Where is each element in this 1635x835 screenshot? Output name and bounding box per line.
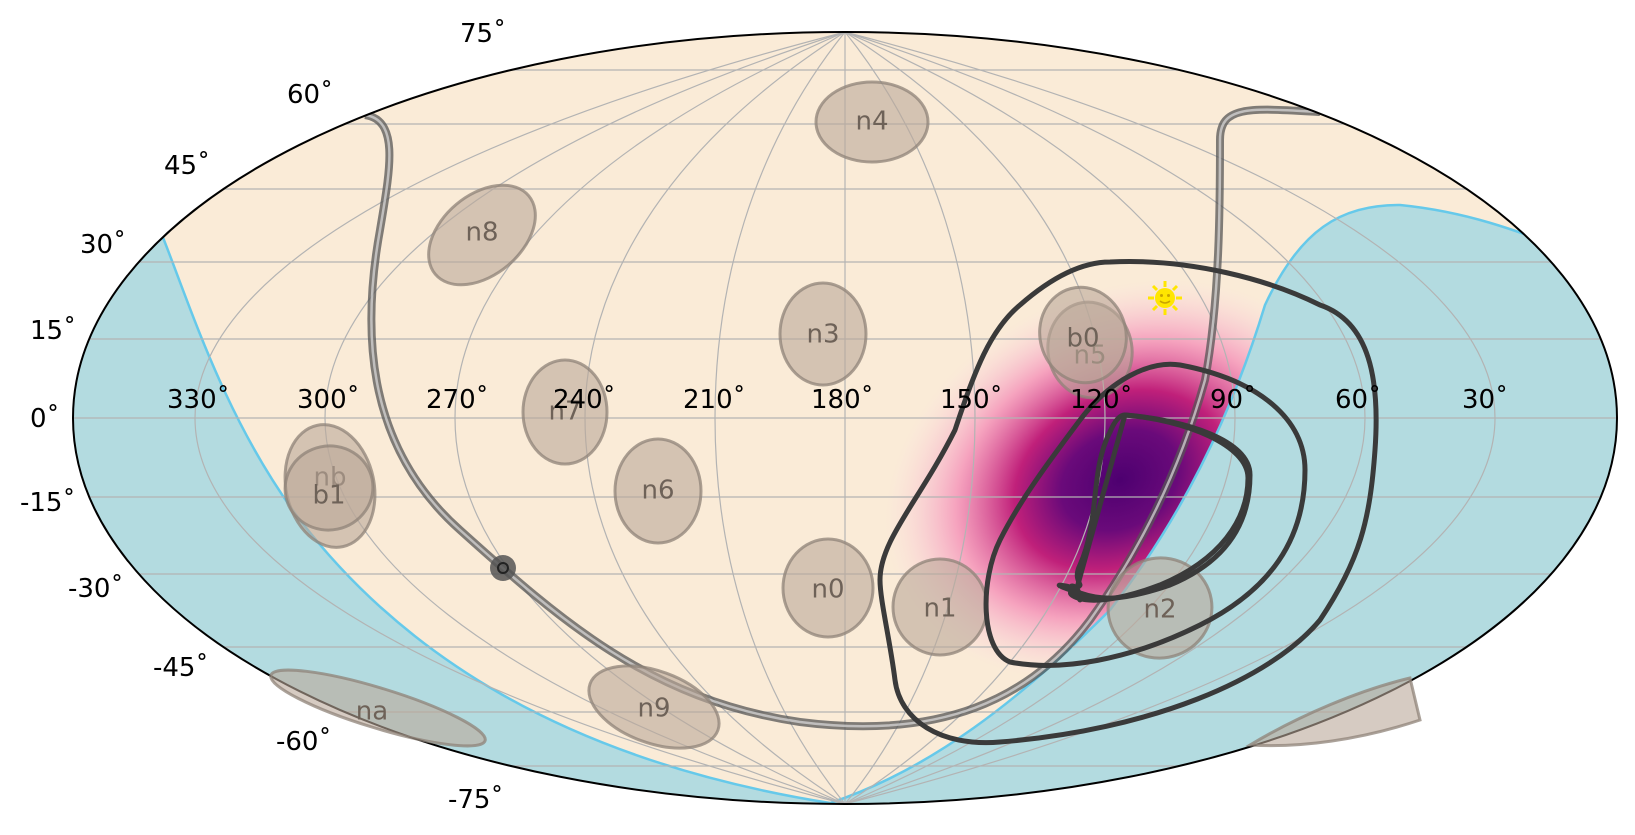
lon-label: 240˚ xyxy=(553,385,616,415)
detector-label: n4 xyxy=(855,107,888,137)
detector-label: n3 xyxy=(806,320,839,350)
detector-label: na xyxy=(356,697,388,727)
detector-n0: n0 xyxy=(781,537,875,639)
lon-label: 180˚ xyxy=(811,385,874,415)
lon-label: 90˚ xyxy=(1210,385,1256,415)
detector-n3: n3 xyxy=(778,281,868,387)
detector-na: na xyxy=(269,668,487,748)
lat-label: 30˚ xyxy=(80,230,126,260)
detector-label: n1 xyxy=(923,594,956,624)
detector-b1: b1 xyxy=(283,444,375,532)
lat-label: 45˚ xyxy=(164,151,210,181)
detector-b0: b0 xyxy=(1038,285,1128,385)
latitude-labels: 75˚ 60˚ 45˚ 30˚ 15˚ 0˚ -15˚ -30˚ -45˚ -6… xyxy=(20,19,506,815)
detector-n9: n9 xyxy=(587,664,721,750)
detector-n7: n7 xyxy=(521,358,609,466)
lon-label: 150˚ xyxy=(940,385,1003,415)
detector-label: n9 xyxy=(637,694,670,724)
lat-label: -30˚ xyxy=(68,574,123,604)
lon-label: 30˚ xyxy=(1462,385,1508,415)
longitude-labels: 330˚ 300˚ 270˚ 240˚ 210˚ 180˚ 150˚ 120˚ … xyxy=(167,385,1508,415)
galactic-center-marker xyxy=(490,555,516,581)
contour-middle xyxy=(983,361,1308,668)
detector-label: n6 xyxy=(641,476,674,506)
detector-label: b0 xyxy=(1066,324,1099,354)
lat-label: -45˚ xyxy=(153,653,208,683)
detector-pointings: n0 n1 n2 n3 n4 n5 n6 n7 xyxy=(269,80,1422,750)
credible-region-contours xyxy=(877,259,1379,746)
detector-n4: n4 xyxy=(814,80,930,164)
detector-partial-edge xyxy=(1245,676,1422,748)
sky-outline xyxy=(72,31,1618,805)
contour-outer xyxy=(877,259,1379,746)
lon-label: 120˚ xyxy=(1070,385,1133,415)
detector-n8: n8 xyxy=(427,183,537,287)
lon-label: 330˚ xyxy=(167,385,230,415)
detector-label: n0 xyxy=(811,575,844,605)
detector-label: n7 xyxy=(548,397,581,427)
lat-label: 60˚ xyxy=(287,80,333,110)
detector-n6: n6 xyxy=(613,437,703,545)
sun-icon xyxy=(1148,281,1182,315)
lat-label: -60˚ xyxy=(276,727,331,757)
detector-label: b1 xyxy=(312,481,345,511)
lon-label: 270˚ xyxy=(426,385,489,415)
lat-label: 0˚ xyxy=(30,404,60,434)
lat-label: -75˚ xyxy=(448,785,503,815)
lon-label: 60˚ xyxy=(1335,385,1381,415)
lon-label: 210˚ xyxy=(683,385,746,415)
lat-label: 15˚ xyxy=(30,316,76,346)
detector-n1: n1 xyxy=(891,557,989,657)
lat-label: 75˚ xyxy=(460,19,506,49)
lat-label: -15˚ xyxy=(20,488,75,518)
detector-label: n8 xyxy=(465,218,498,248)
detector-label: n2 xyxy=(1143,595,1176,625)
lon-label: 300˚ xyxy=(297,385,360,415)
